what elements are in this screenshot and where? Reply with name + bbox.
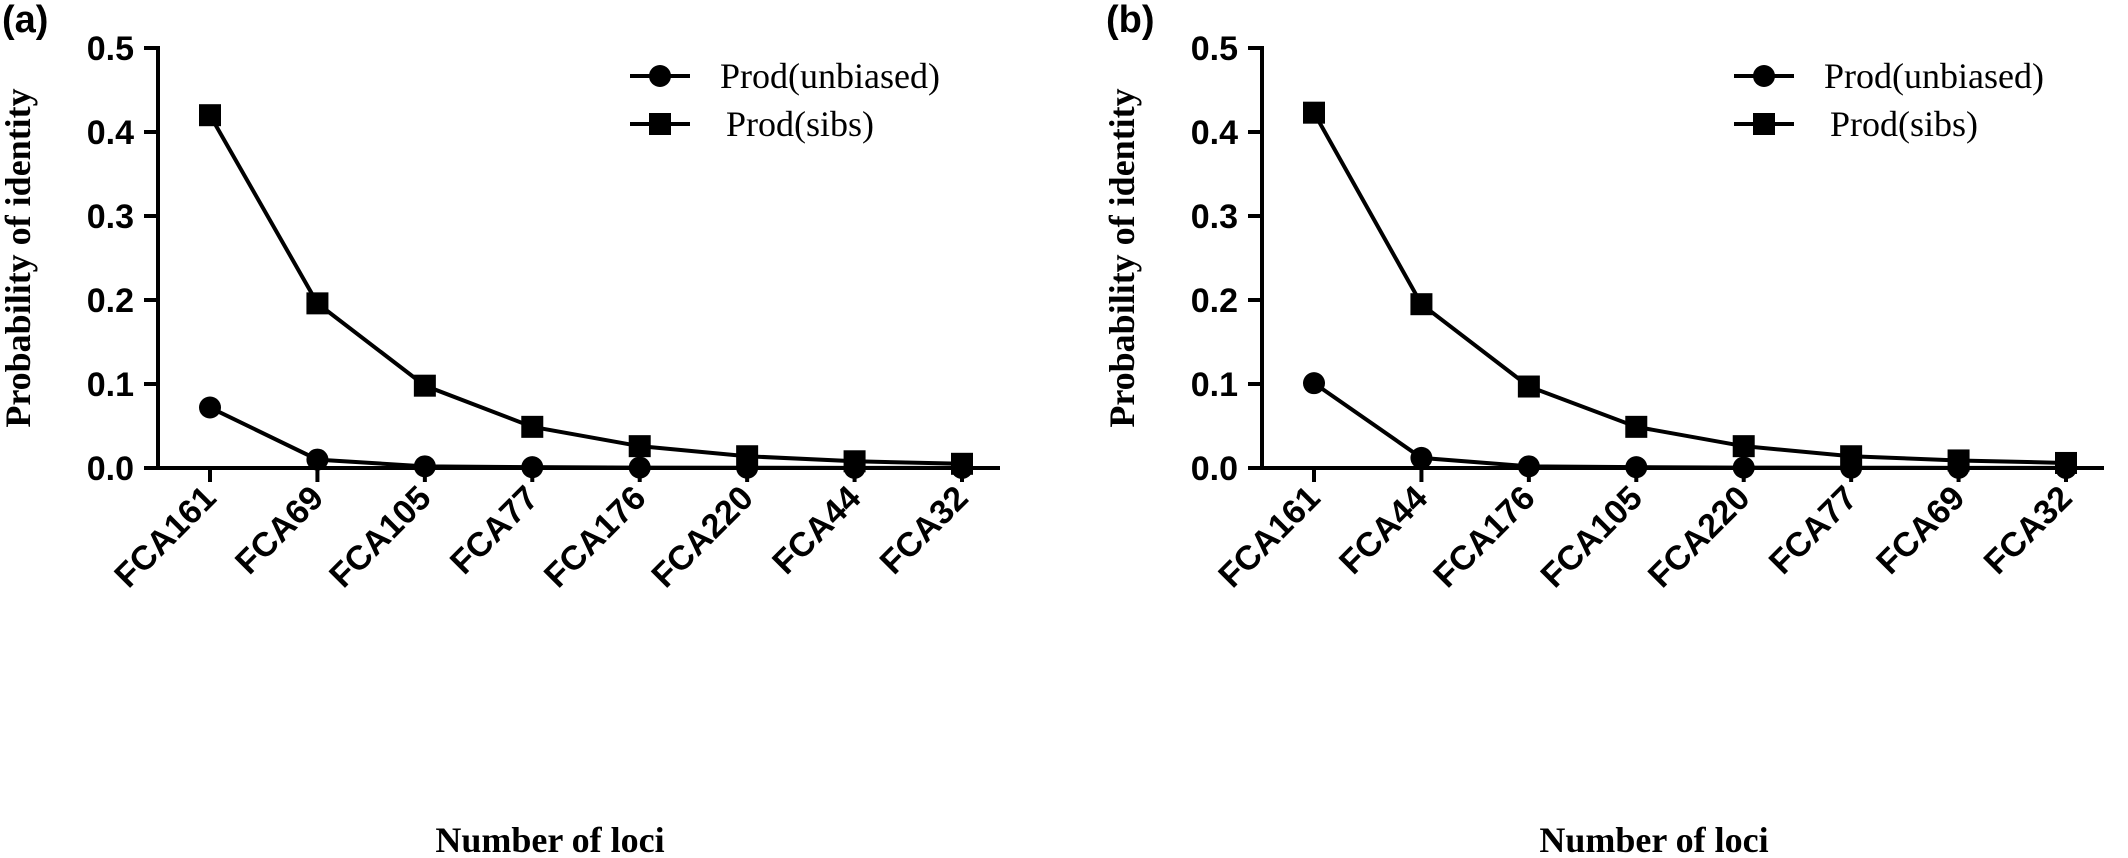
series-line-sibs (1312, 111, 2067, 465)
panel-label: (a) (2, 0, 48, 41)
data-point-square (1732, 435, 1755, 458)
data-point-square (521, 415, 544, 438)
x-tick-label: FCA220 (1641, 479, 1757, 595)
chart-panel-b: (b) 0.0 0.1 0.2 0.3 0.4 0.5 FCA161 FCA44 FCA176 FC… (1102, 0, 2128, 858)
data-point-square (1625, 415, 1648, 438)
data-point-square (2055, 451, 2077, 474)
x-tick-label: FCA32 (1977, 479, 2080, 582)
legend-label: Prod(unbiased) (1824, 56, 2044, 96)
panel-label: (b) (1106, 0, 1155, 41)
x-tick-label: FCA161 (1211, 479, 1327, 595)
x-tick-label: FCA44 (765, 479, 868, 582)
data-point-square (1517, 375, 1540, 398)
x-tick-label: FCA44 (1332, 479, 1435, 582)
legend-square-marker (1753, 113, 1775, 135)
data-point-square (628, 435, 651, 458)
series-line-unbiased (209, 405, 963, 470)
y-tick-label: 0.0 (1191, 450, 1238, 488)
x-tick-label: FCA161 (107, 479, 223, 595)
chart-panel-a: (a) 0.0 0.1 0.2 0.3 0.4 0.5 FCA161 FCA69 FCA105 FC… (0, 0, 1000, 858)
x-tick-label: FCA32 (873, 479, 976, 582)
y-tick-label: 0.5 (1191, 30, 1238, 68)
y-tick-label: 0.2 (1191, 282, 1238, 320)
data-point-circle (1732, 456, 1755, 479)
data-point-circle (1303, 372, 1325, 395)
data-point-circle (521, 456, 544, 479)
x-tick-label: FCA105 (322, 479, 438, 595)
y-tick-label: 0.3 (1191, 198, 1238, 236)
x-axis-title: Number of loci (435, 820, 664, 858)
data-point-square (413, 374, 436, 397)
data-point-circle (1625, 456, 1648, 479)
y-tick-label: 0.2 (87, 282, 134, 320)
data-point-square (843, 450, 866, 473)
legend-label: Prod(sibs) (1830, 104, 1978, 144)
x-tick-label: FCA176 (537, 479, 653, 595)
data-point-square (199, 104, 221, 127)
y-tick-label: 0.1 (87, 366, 134, 404)
y-tick-label: 0.4 (87, 114, 134, 152)
y-tick-label: 0.5 (87, 30, 134, 68)
x-tick-label: FCA69 (1869, 479, 1972, 582)
data-point-circle (628, 456, 651, 479)
data-point-square (1410, 293, 1433, 316)
data-point-square (736, 445, 759, 468)
data-point-square (951, 452, 973, 475)
legend-square-marker (649, 113, 671, 135)
x-tick-label: FCA176 (1426, 479, 1542, 595)
x-tick-label: FCA77 (443, 479, 546, 582)
series-line-unbiased (1312, 381, 2067, 470)
y-tick-label: 0.0 (87, 450, 134, 488)
legend-circle-marker (1753, 65, 1775, 87)
x-tick-label: FCA77 (1762, 479, 1865, 582)
data-point-circle (199, 396, 221, 419)
y-tick-label: 0.1 (1191, 366, 1238, 404)
x-axis-title: Number of loci (1539, 820, 1768, 858)
data-point-square (306, 292, 329, 315)
data-point-square (1840, 445, 1863, 468)
x-tick-label: FCA69 (228, 479, 331, 582)
data-point-circle (1410, 446, 1433, 469)
data-point-square (1947, 449, 1970, 472)
y-axis-title: Probability of identity (0, 88, 38, 427)
data-point-circle (306, 448, 329, 471)
legend-circle-marker (649, 65, 671, 87)
series-line-sibs (208, 114, 963, 466)
data-point-circle (1517, 455, 1540, 478)
data-point-circle (413, 455, 436, 478)
legend-label: Prod(sibs) (726, 104, 874, 144)
x-tick-label: FCA220 (644, 479, 760, 595)
legend-label: Prod(unbiased) (720, 56, 940, 96)
y-tick-label: 0.3 (87, 198, 134, 236)
data-point-square (1303, 101, 1325, 124)
y-tick-label: 0.4 (1191, 114, 1238, 152)
x-tick-label: FCA105 (1534, 479, 1650, 595)
y-axis-title: Probability of identity (1102, 88, 1142, 427)
